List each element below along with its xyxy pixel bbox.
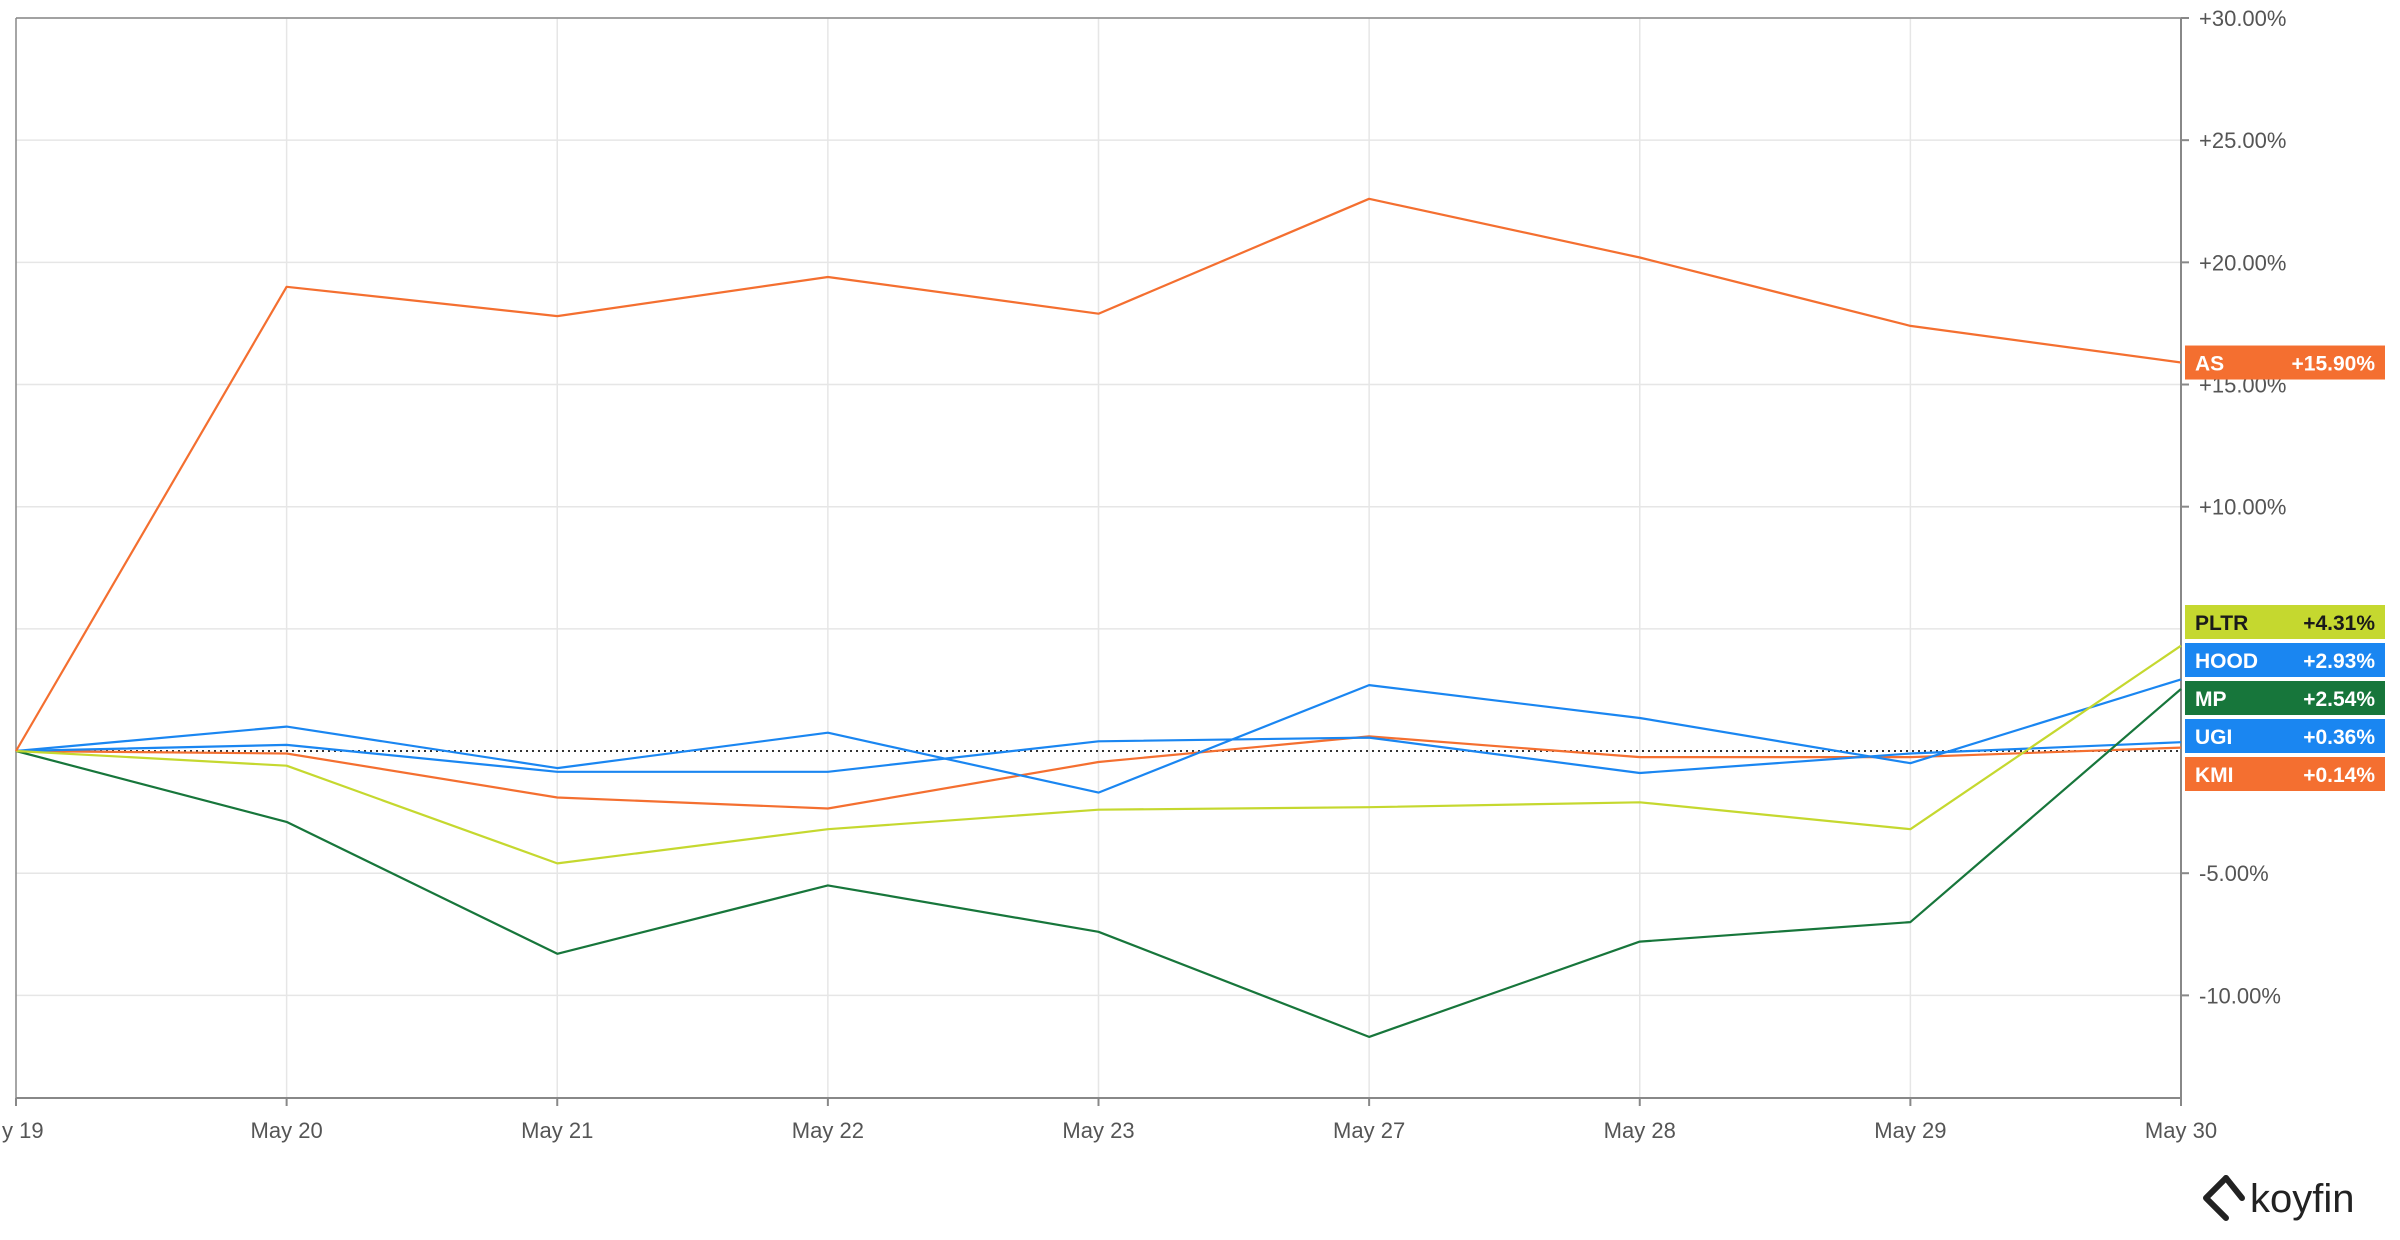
x-tick-label: May 30	[2145, 1118, 2217, 1143]
series-line-ugi[interactable]	[15, 736, 2182, 775]
x-tick-label: May 23	[1062, 1118, 1134, 1143]
badge-value: +2.93%	[2303, 650, 2375, 673]
x-tick-label: May 27	[1333, 1118, 1405, 1143]
badge-value: +0.14%	[2303, 764, 2375, 787]
y-tick-label: +10.00%	[2199, 495, 2286, 520]
koyfin-logo-text: koyfin	[2250, 1177, 2355, 1221]
badge-value: +0.36%	[2303, 726, 2375, 749]
koyfin-mark-icon	[2203, 1175, 2245, 1221]
badge-ticker: KMI	[2195, 764, 2234, 787]
badge-ticker: MP	[2195, 688, 2227, 711]
series-line-hood[interactable]	[15, 678, 2182, 794]
y-tick-label: +30.00%	[2199, 6, 2286, 31]
series-layer	[15, 197, 2182, 1039]
y-tick-label: +20.00%	[2199, 250, 2286, 275]
badge-pltr	[2185, 605, 2385, 639]
grid-layer	[16, 17, 2181, 1098]
badge-ugi	[2185, 719, 2385, 753]
series-line-kmi[interactable]	[15, 735, 2182, 810]
x-tick-label: May 20	[251, 1118, 323, 1143]
y-tick-label: -5.00%	[2199, 861, 2269, 886]
x-tick-label: May 28	[1604, 1118, 1676, 1143]
badge-ticker: PLTR	[2195, 612, 2248, 635]
series-line-mp[interactable]	[15, 688, 2182, 1039]
x-tick-label: May 22	[792, 1118, 864, 1143]
badge-ticker: UGI	[2195, 726, 2232, 749]
badge-ticker: AS	[2195, 353, 2224, 376]
badge-mp	[2185, 681, 2385, 715]
y-tick-label: -10.00%	[2199, 983, 2281, 1008]
koyfin-logo[interactable]: koyfin	[2203, 1175, 2355, 1221]
badge-value: +15.90%	[2292, 353, 2376, 376]
y-tick-label: +25.00%	[2199, 128, 2286, 153]
series-line-as[interactable]	[15, 197, 2182, 752]
badge-kmi	[2185, 757, 2385, 791]
badge-value: +2.54%	[2303, 688, 2375, 711]
badge-ticker: HOOD	[2195, 650, 2258, 673]
x-tick-label: y 19	[2, 1118, 44, 1143]
x-tick-label: May 21	[521, 1118, 593, 1143]
axis-layer: y 19 May 20 May 21 May 22 May 23 May 27 May 28…	[2, 6, 2286, 1143]
x-tick-label: May 29	[1874, 1118, 1946, 1143]
badge-as	[2185, 345, 2385, 380]
badge-value: +4.31%	[2303, 612, 2375, 635]
series-line-pltr[interactable]	[15, 644, 2182, 865]
legend-badges: AS +15.90% PLTR +4.31% HOOD +2.93% MP +2.54% UGI…	[2185, 345, 2385, 791]
badge-hood	[2185, 643, 2385, 677]
